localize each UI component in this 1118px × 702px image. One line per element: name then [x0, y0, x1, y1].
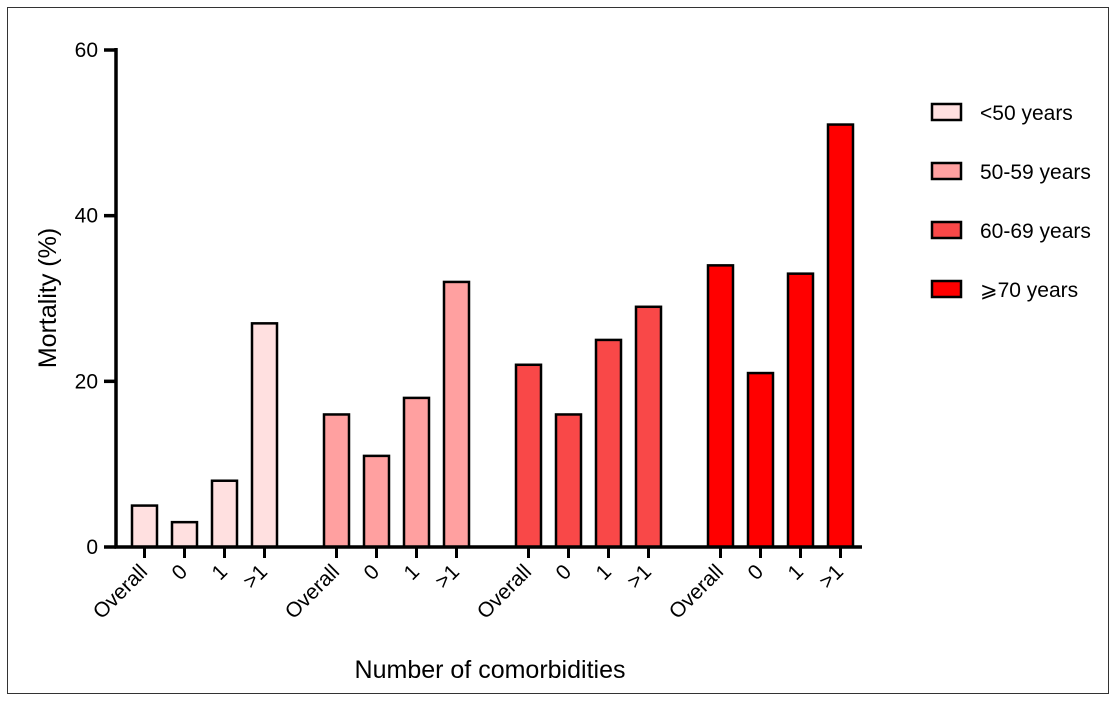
legend-label: 50-59 years — [980, 161, 1091, 184]
legend-label: 60-69 years — [980, 220, 1091, 243]
x-tick-label: 1 — [400, 560, 425, 585]
bar — [250, 322, 279, 549]
bar — [322, 413, 351, 549]
bar — [634, 305, 663, 549]
x-tick-label: 1 — [592, 560, 617, 585]
x-tick-label: 1 — [784, 560, 809, 585]
bar — [442, 280, 471, 549]
y-tick-label: 60 — [75, 39, 98, 62]
legend-swatch — [930, 279, 963, 299]
bar — [594, 338, 623, 549]
legend-swatch — [930, 102, 963, 122]
y-tick-label: 20 — [75, 370, 98, 393]
legend-label: <50 years — [980, 102, 1073, 125]
x-axis-title: Number of comorbidities — [355, 656, 626, 684]
x-tick-label: Overall — [473, 560, 536, 623]
bar — [362, 454, 391, 549]
bar — [210, 479, 239, 549]
bar — [514, 363, 543, 549]
x-tick-label: 0 — [552, 560, 577, 585]
bar — [130, 504, 159, 549]
x-tick-label: Overall — [89, 560, 152, 623]
x-tick-label: 0 — [744, 560, 769, 585]
bar — [826, 123, 855, 549]
x-tick-label: 1 — [208, 560, 233, 585]
x-tick-label: >1 — [431, 560, 464, 593]
bar — [170, 520, 199, 549]
legend-swatch — [930, 161, 963, 181]
legend-label: ⩾70 years — [980, 279, 1078, 302]
bar — [706, 264, 735, 549]
chart-frame — [7, 7, 1109, 694]
x-tick-label: Overall — [665, 560, 728, 623]
legend-swatch — [930, 220, 963, 240]
x-tick-label: Overall — [281, 560, 344, 623]
x-tick-label: >1 — [815, 560, 848, 593]
y-tick-label: 40 — [75, 205, 98, 228]
y-tick-label: 0 — [86, 536, 98, 559]
bar — [402, 396, 431, 549]
x-tick-label: 0 — [360, 560, 385, 585]
bar — [786, 272, 815, 549]
x-tick-label: 0 — [168, 560, 193, 585]
y-axis-title: Mortality (%) — [34, 228, 62, 368]
x-tick-label: >1 — [623, 560, 656, 593]
bar — [554, 413, 583, 549]
x-tick-label: >1 — [239, 560, 272, 593]
bar — [746, 371, 775, 549]
